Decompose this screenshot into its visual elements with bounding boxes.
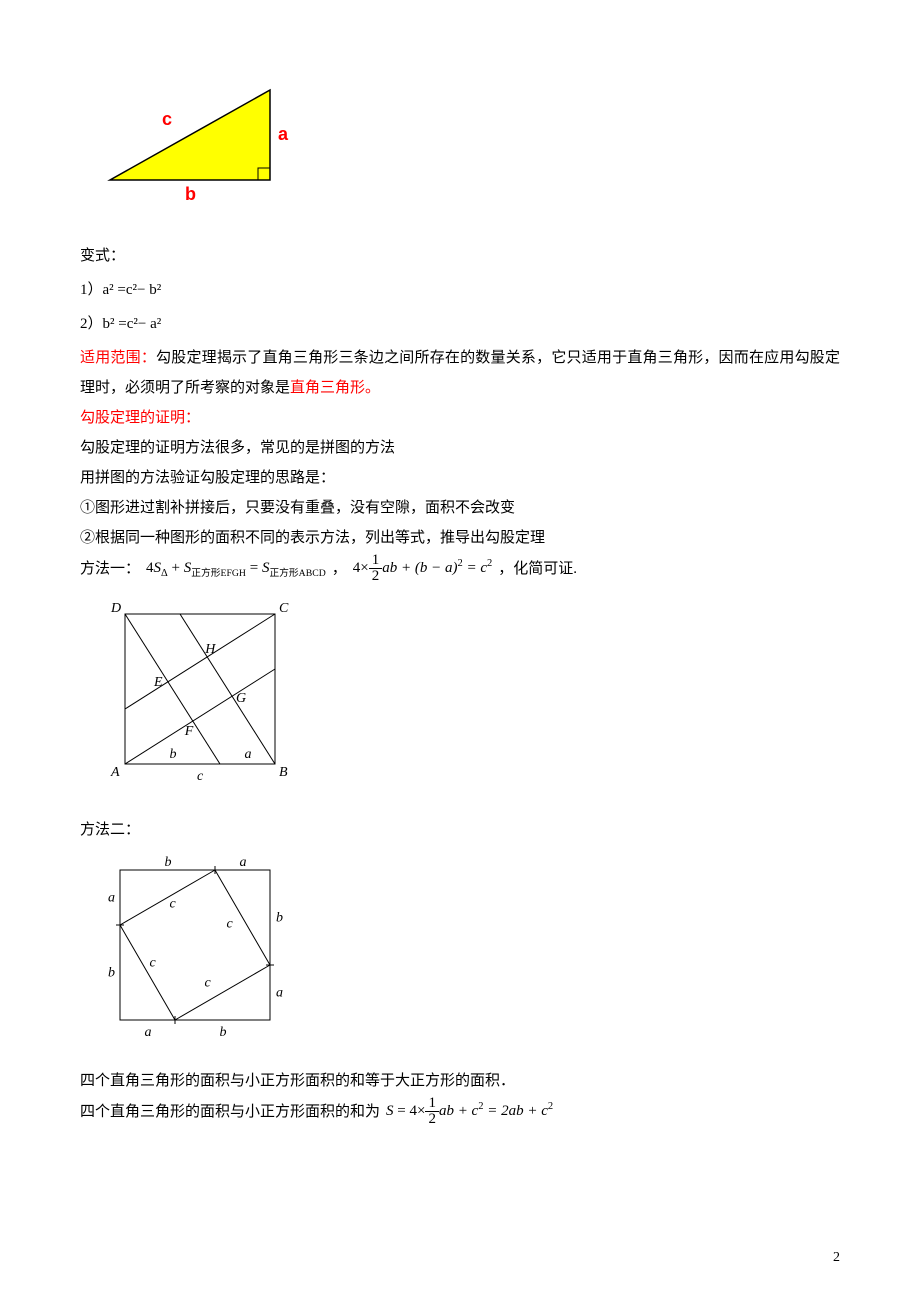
svg-text:D: D (110, 601, 121, 616)
m2-frac: 12 (425, 1096, 439, 1127)
scope-body-red: 直角三角形。 (290, 380, 380, 396)
m2-S: S (386, 1103, 394, 1119)
method2-svg: b a b a a b a b c c c c (100, 855, 300, 1045)
proof-line-2: 用拼图的方法验证勾股定理的思路是： (80, 463, 840, 493)
svg-text:c: c (227, 917, 234, 932)
svg-text:c: c (205, 976, 212, 991)
m1-4: 4 (146, 560, 154, 576)
svg-text:a: a (276, 986, 283, 1001)
svg-text:c: c (162, 109, 172, 129)
m1-plus: + (168, 560, 184, 576)
method1-formula-line: 方法一： 4SΔ + S正方形EFGH = S正方形ABCD ， 4×12ab … (80, 553, 840, 584)
m2-frac-den: 2 (425, 1112, 439, 1127)
svg-text:E: E (153, 675, 163, 690)
variant-line-2: 2）b² =c²− a² (80, 309, 840, 339)
m1-frac: 12 (369, 553, 383, 584)
m1f2-mid: ab + (b − a) (382, 560, 457, 576)
m2-frac-num: 1 (425, 1096, 439, 1112)
svg-text:b: b (185, 184, 196, 204)
method1-figure: A B C D E F G Ha b c (100, 594, 840, 805)
page-number: 2 (833, 1244, 840, 1272)
m2-eq: = 4× (394, 1103, 426, 1119)
m1f2-sup2: 2 (487, 558, 492, 569)
proof-line-1: 勾股定理的证明方法很多，常见的是拼图的方法 (80, 433, 840, 463)
svg-text:b: b (276, 911, 283, 926)
method2-figure: b a b a a b a b c c c c (100, 855, 840, 1056)
method1-label: 方法一： (80, 554, 140, 584)
method1-svg: A B C D E F G Ha b c (100, 594, 300, 794)
method2-formula-line: 四个直角三角形的面积与小正方形面积的和为 S = 4×12ab + c2 = 2… (80, 1096, 840, 1127)
variants-title: 变式： (80, 241, 840, 271)
triangle-diagram: a b c (100, 80, 840, 231)
svg-text:c: c (197, 769, 204, 784)
svg-text:a: a (245, 747, 252, 762)
svg-text:F: F (184, 724, 194, 739)
m1-delta: Δ (161, 568, 168, 579)
method2-label: 方法二： (80, 815, 840, 845)
svg-text:A: A (110, 765, 120, 780)
scope-body-pre: 勾股定理揭示了直角三角形三条边之间所存在的数量关系，它只适用于直角三角形，因而在… (80, 350, 840, 396)
svg-text:a: a (145, 1025, 152, 1040)
m1f2-pre: 4× (353, 560, 369, 576)
method1-formula-1: 4SΔ + S正方形EFGH = S正方形ABCD (146, 553, 326, 584)
svg-text:c: c (150, 956, 157, 971)
method1-comma: ， (332, 554, 347, 584)
proof-bullet-1: ①图形进过割补拼接后，只要没有重叠，没有空隙，面积不会改变 (80, 493, 840, 523)
m1-frac-den: 2 (369, 569, 383, 584)
variant-line-1: 1）a² =c²− b² (80, 275, 840, 305)
page-container: abc 变式： 1）a² =c²− b² 2）b² =c²− a² 适用范围：勾… (0, 0, 920, 1302)
method1-tail: ，化简可证. (498, 554, 577, 584)
proof-bullet-2: ②根据同一种图形的面积不同的表示方法，列出等式，推导出勾股定理 (80, 523, 840, 553)
m2-eq2: = 2ab + c (483, 1103, 547, 1119)
m2-mid: ab + c (439, 1103, 478, 1119)
scope-label: 适用范围： (80, 350, 156, 366)
svg-text:b: b (220, 1025, 227, 1040)
triangle-svg: a b c (100, 80, 300, 220)
svg-text:b: b (108, 966, 115, 981)
method2-formula: S = 4×12ab + c2 = 2ab + c2 (386, 1096, 553, 1127)
svg-text:b: b (170, 747, 177, 762)
method1-formula-2: 4×12ab + (b − a)2 = c2 (353, 553, 492, 584)
method2-line2-pre: 四个直角三角形的面积与小正方形面积的和为 (80, 1097, 380, 1127)
m1f2-eq: = c (463, 560, 487, 576)
svg-text:B: B (279, 765, 288, 780)
method2-line1: 四个直角三角形的面积与小正方形面积的和等于大正方形的面积． (80, 1066, 840, 1096)
scope-paragraph: 适用范围：勾股定理揭示了直角三角形三条边之间所存在的数量关系，它只适用于直角三角… (80, 343, 840, 403)
svg-text:a: a (108, 891, 115, 906)
m1-S1: S (154, 560, 162, 576)
svg-text:H: H (204, 642, 216, 657)
svg-text:c: c (170, 897, 177, 912)
m1-eq: = (246, 560, 262, 576)
m1-frac-num: 1 (369, 553, 383, 569)
proof-heading: 勾股定理的证明： (80, 403, 840, 433)
svg-text:a: a (278, 124, 289, 144)
svg-text:G: G (236, 691, 246, 706)
svg-text:a: a (240, 855, 247, 870)
svg-text:C: C (279, 601, 289, 616)
m1-sub3: 正方形ABCD (269, 568, 325, 579)
m2-sup2: 2 (548, 1101, 553, 1112)
svg-text:b: b (165, 855, 172, 870)
m1-sub2: 正方形EFGH (191, 568, 246, 579)
